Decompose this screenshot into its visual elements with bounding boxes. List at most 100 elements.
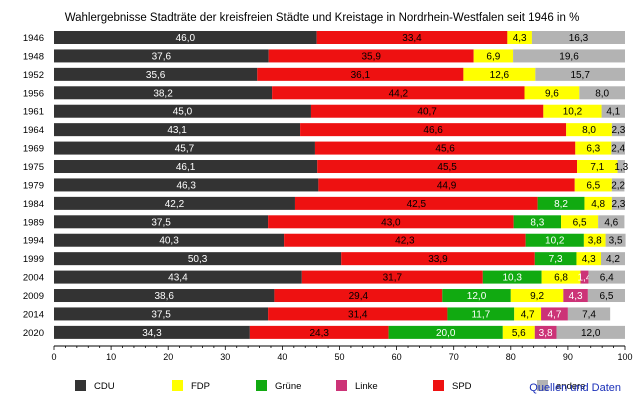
data-label: 2,3: [611, 199, 625, 210]
data-label: 6,5: [573, 217, 587, 228]
bar-segment-spd: [249, 325, 389, 339]
data-label: 6,8: [554, 273, 568, 284]
bar-segment-andere: [601, 104, 625, 118]
bar-segment-andere: [598, 215, 625, 229]
data-label: 40,7: [417, 107, 437, 118]
data-label: 20,0: [436, 328, 456, 339]
bar-segment-cdu: [54, 196, 295, 210]
data-label: 7,3: [549, 254, 563, 265]
bar-segment-andere: [611, 123, 625, 137]
data-label: 6,5: [599, 291, 613, 302]
data-label: 3,5: [609, 236, 623, 247]
data-label: 6,3: [586, 144, 600, 155]
data-label: 38,6: [154, 291, 174, 302]
data-label: 4,6: [604, 217, 618, 228]
bar-segment-grüne: [442, 289, 511, 303]
data-label: 43,0: [381, 217, 401, 228]
data-label: 33,4: [402, 33, 422, 44]
chart-title: Wahlergebnisse Stadträte der kreisfreien…: [65, 12, 580, 24]
bar-segment-fdp: [583, 233, 606, 247]
data-label: 38,2: [153, 88, 173, 99]
y-tick-label: 1989: [23, 217, 44, 228]
data-label: 45,7: [175, 144, 195, 155]
bar-segment-spd: [316, 31, 508, 44]
data-label: 10,2: [545, 236, 565, 247]
bar-segment-cdu: [54, 289, 275, 303]
bar-segment-spd: [268, 215, 514, 229]
data-label: 9,6: [545, 88, 559, 99]
legend-swatch-cdu: [75, 380, 86, 391]
bar-segment-spd: [314, 141, 576, 155]
data-label: 45,6: [435, 144, 455, 155]
bar-segment-cdu: [54, 31, 317, 44]
data-label: 1,3: [614, 162, 628, 173]
x-tick-label: 70: [449, 352, 459, 362]
bar-segment-andere: [531, 31, 625, 44]
data-label: 45,0: [173, 107, 193, 118]
bar-segment-cdu: [54, 252, 342, 266]
data-label: 31,7: [383, 273, 403, 284]
legend-swatch-spd: [433, 380, 444, 391]
bar-segment-grüne: [447, 307, 515, 321]
bar-segment-cdu: [54, 160, 318, 174]
bar-segment-spd: [257, 67, 464, 81]
data-label: 7,1: [590, 162, 604, 173]
legend-label-fdp: FDP: [191, 381, 210, 392]
bar-segment-spd: [300, 123, 567, 137]
data-label: 3,8: [539, 328, 553, 339]
bar-segment-linke: [563, 289, 588, 303]
bar-segment-spd: [310, 104, 544, 118]
data-label: 1,4: [578, 273, 592, 284]
legend-swatch-grüne: [256, 380, 267, 391]
bar-segment-fdp: [524, 86, 580, 100]
data-label: 29,4: [349, 291, 369, 302]
data-label: 12,6: [490, 70, 510, 81]
bar-segment-linke: [541, 307, 568, 321]
data-label: 46,3: [176, 180, 196, 191]
data-label: 37,6: [152, 51, 172, 62]
data-label: 37,5: [151, 309, 171, 320]
data-label: 35,6: [146, 70, 166, 81]
y-tick-label: 1984: [23, 199, 44, 210]
bar-segment-fdp: [502, 325, 535, 339]
data-label: 7,4: [582, 309, 596, 320]
bar-segment-fdp: [473, 49, 514, 63]
data-label: 43,1: [167, 125, 187, 136]
data-label: 19,6: [559, 51, 579, 62]
data-label: 42,3: [395, 236, 415, 247]
data-label: 12,0: [467, 291, 487, 302]
data-label: 6,4: [600, 273, 614, 284]
bar-segment-fdp: [543, 104, 602, 118]
data-label: 2,4: [611, 144, 625, 155]
data-label: 31,4: [348, 309, 368, 320]
bar-segment-andere: [605, 233, 626, 247]
data-label: 6,5: [586, 180, 600, 191]
bar-segment-spd: [318, 178, 575, 192]
bar-segment-spd: [268, 307, 448, 321]
bar-segment-fdp: [576, 252, 602, 266]
bar-segment-spd: [284, 233, 526, 247]
bar-segment-andere: [601, 252, 625, 266]
y-tick-label: 1961: [23, 107, 44, 118]
data-label: 46,0: [176, 33, 196, 44]
data-label: 4,2: [606, 254, 620, 265]
data-label: 42,2: [165, 199, 185, 210]
bar-segment-fdp: [463, 67, 536, 81]
data-label: 35,9: [361, 51, 381, 62]
bar-segment-fdp: [514, 307, 542, 321]
data-label: 34,3: [142, 328, 162, 339]
bar-segment-fdp: [577, 160, 618, 174]
data-label: 11,7: [471, 309, 490, 320]
y-tick-label: 1952: [23, 70, 44, 81]
bar-segment-fdp: [510, 289, 564, 303]
sources-link[interactable]: Quellen und Daten: [529, 382, 621, 394]
x-axis: 0 10 20 30 40 50 60 70 80 90 100: [51, 345, 633, 362]
bar-segment-andere: [513, 49, 625, 63]
x-tick-label: 40: [277, 352, 287, 362]
data-label: 9,2: [530, 291, 544, 302]
data-label: 44,9: [437, 180, 457, 191]
bar-segment-andere: [587, 289, 625, 303]
bar-segment-spd: [301, 270, 483, 284]
data-label: 40,3: [159, 236, 179, 247]
